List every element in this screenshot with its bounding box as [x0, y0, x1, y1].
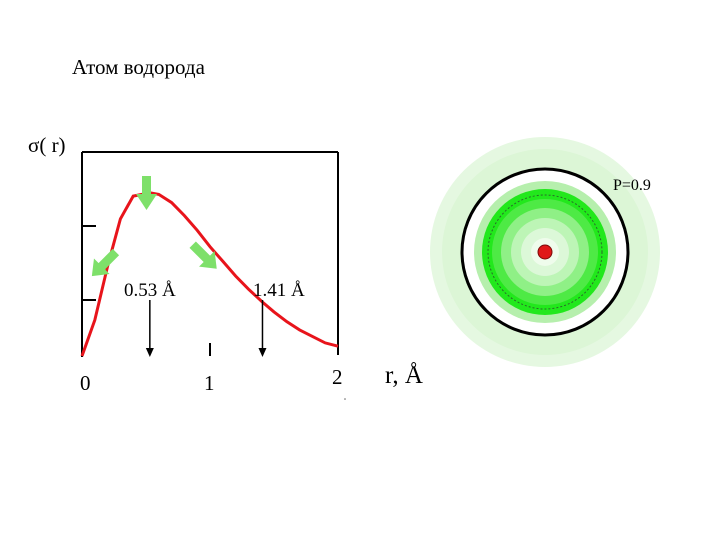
nucleus	[537, 244, 553, 260]
x-axis-label: r, Å	[385, 362, 423, 389]
y-axis-label: σ( r)	[28, 133, 66, 157]
annotation-arrow-head-0	[145, 348, 154, 357]
x-tick-label-1: 1	[204, 371, 215, 395]
arrow-down-icon	[136, 176, 157, 210]
electron-cloud	[430, 137, 660, 367]
probability-label: P=0.9	[613, 177, 651, 194]
diagram-title: Атом водорода	[72, 55, 206, 79]
plot-frame	[81, 151, 339, 357]
stray-dot	[344, 398, 346, 400]
green-arrows	[91, 176, 217, 277]
peak-radius-label: 0.53 Å	[124, 280, 176, 301]
arrow-down-right-icon	[189, 241, 217, 269]
arrow-down-left-icon	[91, 248, 120, 277]
mean-radius-label: 1.41 Å	[253, 280, 305, 301]
radial-distribution-curve	[80, 191, 339, 357]
annotation-arrow-head-1	[258, 348, 267, 357]
x-tick-label-0: 0	[80, 371, 91, 395]
annotation-arrows	[145, 300, 267, 357]
x-tick-label-2: 2	[332, 365, 343, 389]
most-probable-radius-ring	[487, 194, 603, 310]
